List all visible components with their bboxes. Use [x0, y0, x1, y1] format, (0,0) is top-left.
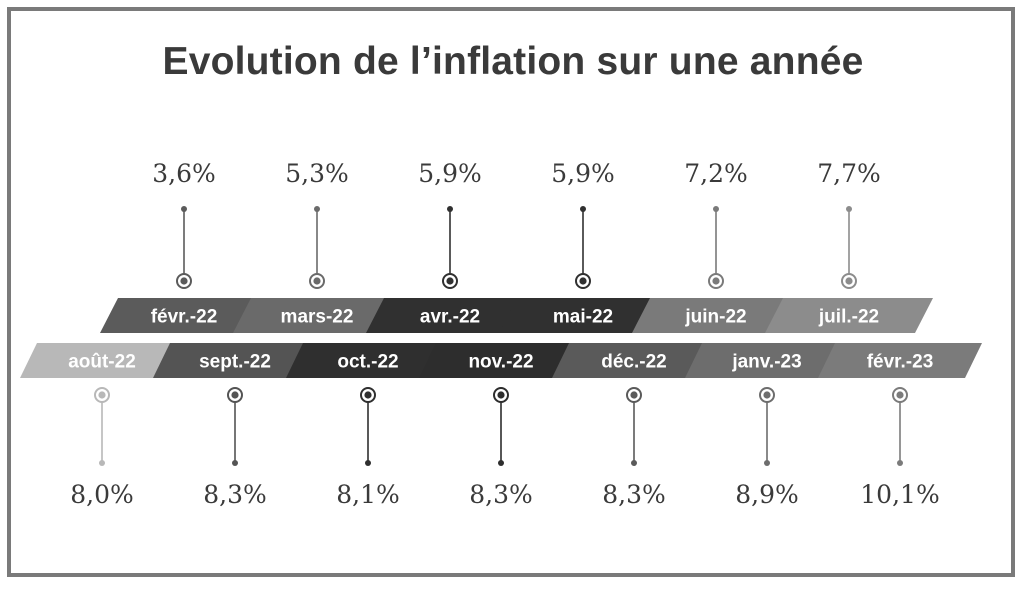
month-label: févr.-22 [151, 307, 218, 328]
month-band [765, 298, 933, 333]
marker-core [497, 391, 505, 399]
chart-frame [7, 7, 1015, 577]
end-dot [580, 206, 586, 212]
end-dot [99, 460, 105, 466]
marker-core [579, 277, 587, 285]
chart-title: Evolution de l’inflation sur une année [162, 40, 864, 83]
month-label: sept.-22 [199, 352, 271, 373]
end-dot [314, 206, 320, 212]
end-dot [232, 460, 238, 466]
month-label: nov.-22 [468, 352, 533, 373]
month-band [419, 343, 583, 378]
value-label: 5,3% [285, 159, 349, 188]
marker-core [364, 391, 372, 399]
month-band [818, 343, 982, 378]
end-dot [498, 460, 504, 466]
month-label: déc.-22 [601, 352, 666, 373]
marker-core [845, 277, 853, 285]
marker-core [712, 277, 720, 285]
marker-core [630, 391, 638, 399]
month-label: juil.-22 [818, 307, 879, 328]
marker-core [896, 391, 904, 399]
value-label: 5,9% [418, 159, 482, 188]
value-label: 5,9% [551, 159, 615, 188]
month-band [552, 343, 716, 378]
marker-core [231, 391, 239, 399]
end-dot [365, 460, 371, 466]
month-band [685, 343, 849, 378]
end-dot [447, 206, 453, 212]
end-dot [846, 206, 852, 212]
value-label: 8,3% [469, 480, 533, 509]
marker-core [763, 391, 771, 399]
month-label: mai-22 [553, 307, 613, 328]
end-dot [764, 460, 770, 466]
month-band [499, 298, 667, 333]
month-label: févr.-23 [867, 352, 934, 373]
month-band [632, 298, 800, 333]
value-label: 8,1% [336, 480, 400, 509]
month-band [100, 298, 268, 333]
value-label: 8,3% [203, 480, 267, 509]
month-band [20, 343, 184, 378]
marker-core [180, 277, 188, 285]
month-label: oct.-22 [337, 352, 398, 373]
value-label: 8,3% [602, 480, 666, 509]
value-label: 7,7% [817, 159, 881, 188]
month-label: juin-22 [684, 307, 746, 328]
end-dot [713, 206, 719, 212]
value-label: 8,0% [70, 480, 134, 509]
end-dot [897, 460, 903, 466]
marker-core [313, 277, 321, 285]
value-label: 10,1% [860, 480, 939, 509]
month-band [366, 298, 534, 333]
end-dot [631, 460, 637, 466]
month-label: avr.-22 [420, 307, 480, 328]
value-label: 7,2% [684, 159, 748, 188]
value-label: 8,9% [735, 480, 799, 509]
month-band [153, 343, 317, 378]
month-band [286, 343, 450, 378]
month-band [233, 298, 401, 333]
value-label: 3,6% [152, 159, 216, 188]
marker-core [98, 391, 106, 399]
month-label: mars-22 [281, 307, 354, 328]
end-dot [181, 206, 187, 212]
marker-core [446, 277, 454, 285]
month-label: août-22 [68, 352, 136, 373]
month-label: janv.-23 [731, 352, 801, 373]
